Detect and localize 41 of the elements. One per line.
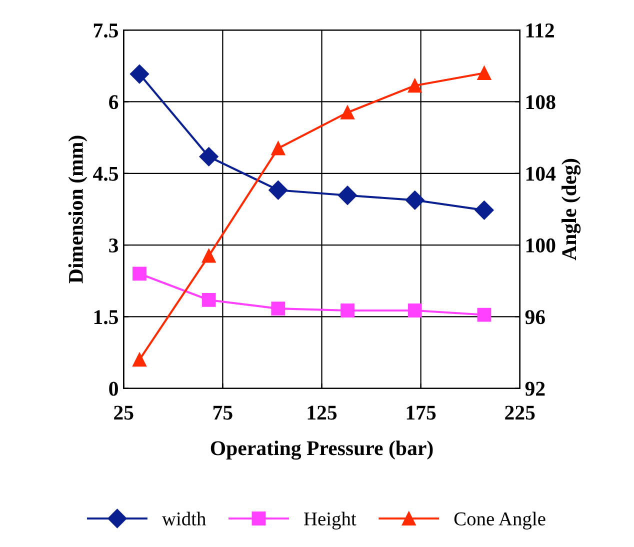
point: [271, 141, 286, 156]
point: [338, 186, 358, 205]
point: [477, 308, 492, 322]
point: [474, 200, 494, 220]
y-axis-title: Dimension (mm): [68, 136, 88, 284]
point: [130, 64, 150, 84]
point: [408, 304, 422, 318]
x-tick-label: 225: [505, 406, 535, 420]
x-tick-label: 75: [213, 406, 232, 420]
y-tick-label: 1.5: [94, 310, 118, 324]
legend-label: Cone Angle: [454, 512, 546, 530]
y2-tick-label: 92: [525, 382, 545, 396]
point: [268, 180, 288, 200]
y2-tick-label: 96: [525, 310, 545, 324]
point: [477, 66, 492, 80]
point: [408, 78, 422, 93]
point: [132, 352, 146, 367]
x-axis-title: Operating Pressure (bar): [210, 440, 433, 460]
y2-axis-title: Angle (deg): [562, 158, 581, 260]
y-tick-label: 0: [109, 382, 118, 396]
y-tick-label: 7.5: [94, 24, 118, 38]
point: [340, 106, 354, 120]
point: [405, 190, 424, 210]
y2-tick-label: 100: [526, 238, 556, 252]
y-tick-label: 4.5: [93, 166, 118, 181]
point: [271, 302, 286, 316]
x-tick-label: 175: [406, 406, 436, 420]
point: [202, 248, 216, 263]
legend-label: Height: [304, 512, 356, 530]
point: [199, 147, 218, 166]
y2-tick-label: 108: [526, 95, 556, 110]
point: [132, 266, 146, 281]
point: [340, 304, 354, 318]
y2-tick-label: 112: [526, 24, 554, 38]
point: [202, 293, 216, 307]
y-tick-label: 3: [109, 238, 118, 252]
y-tick-label: 6: [109, 95, 118, 110]
legend-label: width: [162, 512, 206, 526]
x-tick-label: 125: [308, 406, 337, 420]
x-tick-label: 25: [114, 406, 134, 420]
y2-tick-label: 104: [526, 166, 556, 181]
